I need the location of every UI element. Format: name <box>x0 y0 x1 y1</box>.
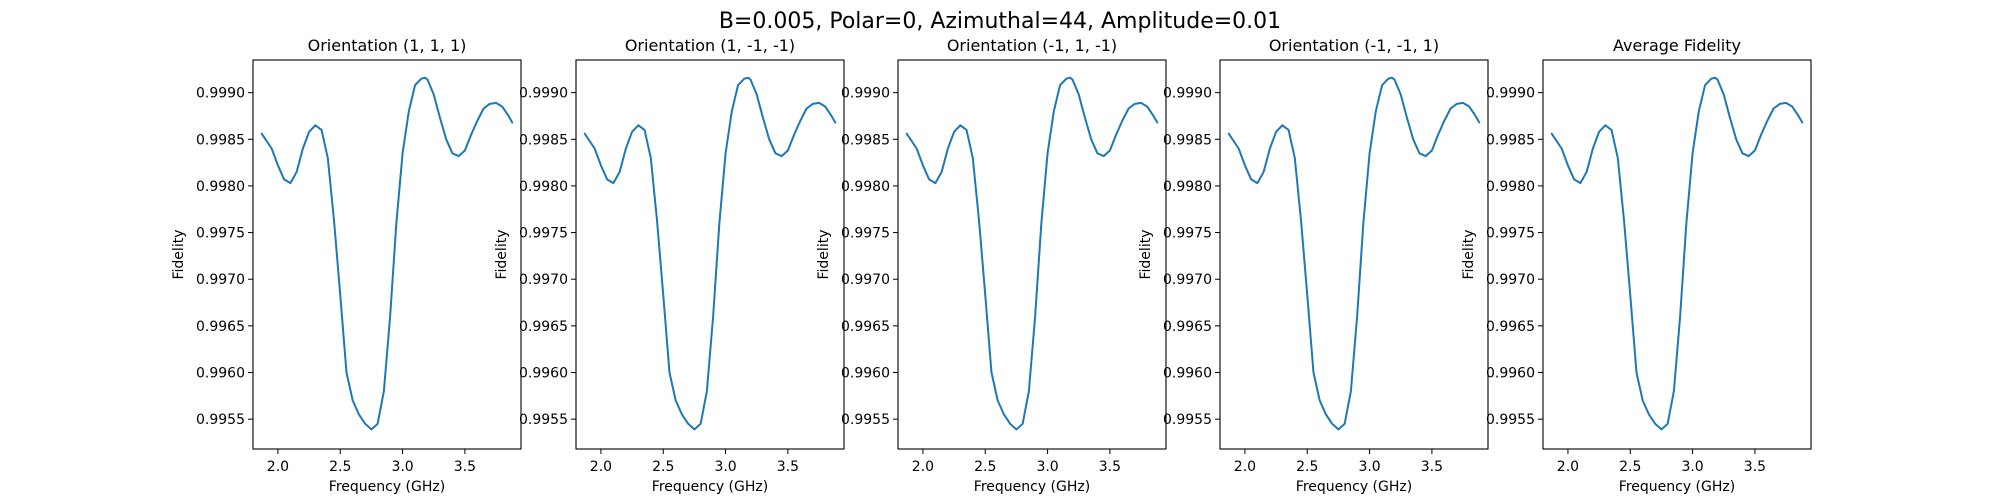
x-tick-label: 3.0 <box>714 459 736 475</box>
x-axis-label: Frequency (GHz) <box>1619 479 1735 495</box>
subplot-title: Orientation (-1, -1, 1) <box>1269 36 1439 55</box>
axes-frame <box>575 59 845 450</box>
y-tick-label: 0.9960 <box>1486 366 1535 382</box>
x-tick-label: 3.0 <box>1358 459 1380 475</box>
data-line <box>1550 76 1804 431</box>
x-tick-label: 2.5 <box>652 459 674 475</box>
y-tick-label: 0.9980 <box>196 179 245 195</box>
y-axis-label: Fidelity <box>494 230 510 280</box>
y-tick-label: 0.9970 <box>1486 272 1535 288</box>
x-tick-label: 2.0 <box>267 459 289 475</box>
data-line <box>583 76 837 431</box>
y-tick-label: 0.9985 <box>1486 132 1535 148</box>
y-tick-label: 0.9965 <box>196 319 245 335</box>
y-tick-label: 0.9975 <box>519 226 568 242</box>
y-tick-label: 0.9990 <box>519 86 568 102</box>
x-tick-label: 3.5 <box>1421 459 1443 475</box>
x-tick-label: 2.0 <box>1557 459 1579 475</box>
x-tick-label: 2.0 <box>912 459 934 475</box>
x-axis-label: Frequency (GHz) <box>652 479 768 495</box>
y-tick-label: 0.9960 <box>841 366 890 382</box>
subplot-1: Orientation (1, 1, 1) 2.0 2.5 3.0 3.5 0.9955 0… <box>171 36 522 495</box>
data-line <box>905 76 1159 431</box>
y-tick-label: 0.9985 <box>196 132 245 148</box>
y-tick-label: 0.9975 <box>196 226 245 242</box>
axes-frame <box>897 59 1167 450</box>
x-tick-label: 3.5 <box>1744 459 1766 475</box>
x-tick-label: 2.5 <box>1619 459 1641 475</box>
y-axis-label: Fidelity <box>171 230 187 280</box>
y-tick-label: 0.9985 <box>519 132 568 148</box>
subplot-5: Average Fidelity 2.0 2.5 3.0 3.5 0.9955 0.9960… <box>1461 36 1812 495</box>
y-tick-label: 0.9970 <box>841 272 890 288</box>
y-tick-label: 0.9975 <box>841 226 890 242</box>
y-tick-label: 0.9985 <box>1163 132 1212 148</box>
x-tick-label: 3.0 <box>1036 459 1058 475</box>
figure-suptitle: B=0.005, Polar=0, Azimuthal=44, Amplitud… <box>719 9 1281 34</box>
x-tick-label: 3.5 <box>454 459 476 475</box>
x-tick-label: 3.0 <box>391 459 413 475</box>
x-tick-label: 3.5 <box>777 459 799 475</box>
x-tick-label: 2.0 <box>590 459 612 475</box>
y-tick-label: 0.9965 <box>1163 319 1212 335</box>
axes-frame <box>252 59 522 450</box>
y-tick-label: 0.9980 <box>1163 179 1212 195</box>
axes-frame <box>1219 59 1489 450</box>
subplot-3: Orientation (-1, 1, -1) 2.0 2.5 3.0 3.5 0.995… <box>816 36 1167 495</box>
y-tick-label: 0.9970 <box>1163 272 1212 288</box>
y-tick-label: 0.9960 <box>519 366 568 382</box>
x-axis-label: Frequency (GHz) <box>974 479 1090 495</box>
data-line <box>260 76 514 431</box>
subplot-panels: Orientation (1, 1, 1) 2.0 2.5 3.0 3.5 0.9955 0… <box>171 36 1812 495</box>
y-tick-label: 0.9965 <box>1486 319 1535 335</box>
data-line <box>1227 76 1481 431</box>
subplot-title: Orientation (1, 1, 1) <box>308 36 467 55</box>
y-tick-label: 0.9975 <box>1163 226 1212 242</box>
y-tick-label: 0.9975 <box>1486 226 1535 242</box>
y-tick-label: 0.9970 <box>519 272 568 288</box>
subplot-title: Orientation (1, -1, -1) <box>625 36 795 55</box>
subplot-title: Average Fidelity <box>1613 36 1741 55</box>
y-tick-label: 0.9980 <box>519 179 568 195</box>
axes-frame <box>1542 59 1812 450</box>
y-tick-label: 0.9955 <box>1486 412 1535 428</box>
x-tick-label: 2.5 <box>1296 459 1318 475</box>
y-axis-label: Fidelity <box>1461 230 1477 280</box>
y-tick-label: 0.9980 <box>1486 179 1535 195</box>
x-tick-label: 2.5 <box>329 459 351 475</box>
y-tick-label: 0.9955 <box>196 412 245 428</box>
subplot-2: Orientation (1, -1, -1) 2.0 2.5 3.0 3.5 0.995… <box>494 36 845 495</box>
x-tick-label: 2.0 <box>1234 459 1256 475</box>
x-tick-label: 3.0 <box>1681 459 1703 475</box>
x-tick-label: 2.5 <box>974 459 996 475</box>
subplot-title: Orientation (-1, 1, -1) <box>947 36 1117 55</box>
y-tick-label: 0.9955 <box>841 412 890 428</box>
y-tick-label: 0.9980 <box>841 179 890 195</box>
y-tick-label: 0.9990 <box>1486 86 1535 102</box>
y-tick-label: 0.9955 <box>1163 412 1212 428</box>
y-tick-label: 0.9955 <box>519 412 568 428</box>
y-axis-label: Fidelity <box>816 230 832 280</box>
x-tick-label: 3.5 <box>1099 459 1121 475</box>
subplot-4: Orientation (-1, -1, 1) 2.0 2.5 3.0 3.5 0.995… <box>1138 36 1489 495</box>
y-tick-label: 0.9990 <box>196 86 245 102</box>
x-axis-label: Frequency (GHz) <box>1296 479 1412 495</box>
y-tick-label: 0.9990 <box>1163 86 1212 102</box>
y-tick-label: 0.9965 <box>841 319 890 335</box>
y-tick-label: 0.9970 <box>196 272 245 288</box>
y-tick-label: 0.9990 <box>841 86 890 102</box>
y-tick-label: 0.9965 <box>519 319 568 335</box>
y-tick-label: 0.9960 <box>1163 366 1212 382</box>
x-axis-label: Frequency (GHz) <box>329 479 445 495</box>
y-axis-label: Fidelity <box>1138 230 1154 280</box>
y-tick-label: 0.9960 <box>196 366 245 382</box>
y-tick-label: 0.9985 <box>841 132 890 148</box>
